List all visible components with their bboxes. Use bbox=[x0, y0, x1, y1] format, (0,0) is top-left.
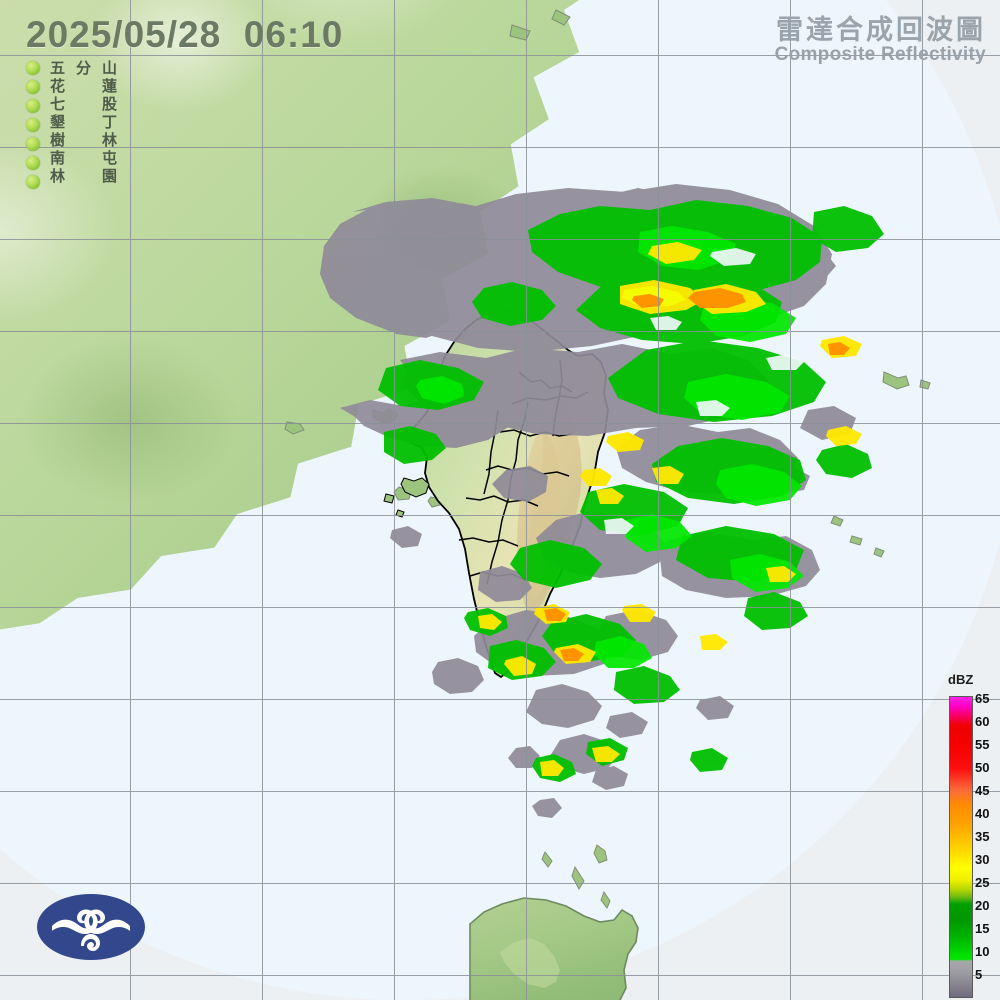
dbz-tick: 45 bbox=[975, 783, 990, 798]
timestamp-label: 2025/05/28 06:10 bbox=[26, 14, 344, 55]
station-char: 林 bbox=[102, 132, 118, 149]
title-chinese: 雷達合成回波圖 bbox=[776, 15, 986, 45]
dbz-colorbar-legend: dBZ 65 60 55 50 45 40 35 30 25 20 15 10 … bbox=[944, 672, 996, 998]
dbz-tick: 10 bbox=[975, 944, 990, 959]
station-char: 樹 bbox=[50, 132, 66, 149]
dbz-tick: 40 bbox=[975, 806, 990, 821]
station-char bbox=[76, 96, 102, 114]
station-name-column-3: 山 蓮 股 丁 林 屯 園 bbox=[102, 60, 128, 190]
station-char: 屯 bbox=[102, 150, 118, 167]
station-char: 花 bbox=[50, 78, 66, 95]
dbz-tick: 25 bbox=[975, 875, 990, 890]
station-char: 五 bbox=[50, 60, 66, 77]
station-marker-column bbox=[24, 60, 46, 190]
station-marker-icon bbox=[26, 80, 40, 94]
dbz-tick: 65 bbox=[975, 691, 990, 706]
station-marker-icon bbox=[26, 175, 40, 189]
station-marker-icon bbox=[26, 156, 40, 170]
dbz-tick: 5 bbox=[975, 967, 983, 982]
station-name-column-1: 五 花 七 墾 樹 南 林 bbox=[50, 60, 76, 190]
station-marker-icon bbox=[26, 99, 40, 113]
dbz-tick: 60 bbox=[975, 714, 990, 729]
cwb-logo bbox=[37, 894, 145, 960]
station-char: 丁 bbox=[102, 114, 118, 131]
station-char: 墾 bbox=[50, 114, 66, 131]
station-char: 七 bbox=[50, 96, 66, 113]
station-marker-icon bbox=[26, 61, 40, 75]
dbz-tick: 30 bbox=[975, 852, 990, 867]
radar-station-legend: 五 花 七 墾 樹 南 林 分 山 蓮 股 丁 林 屯 園 bbox=[24, 60, 128, 190]
dbz-tick: 15 bbox=[975, 921, 990, 936]
station-char: 蓮 bbox=[102, 78, 118, 95]
title-english: Composite Reflectivity bbox=[774, 44, 986, 66]
dbz-tick: 50 bbox=[975, 760, 990, 775]
station-char: 南 bbox=[50, 150, 66, 167]
station-char bbox=[76, 132, 102, 150]
station-name-column-2: 分 bbox=[76, 60, 102, 190]
station-char: 分 bbox=[76, 60, 92, 77]
logo-wind-symbol bbox=[52, 909, 130, 951]
station-char: 園 bbox=[102, 168, 118, 185]
dbz-tick: 35 bbox=[975, 829, 990, 844]
station-char bbox=[76, 168, 102, 186]
station-char bbox=[76, 78, 102, 96]
station-char bbox=[76, 150, 102, 168]
station-char: 山 bbox=[102, 60, 118, 77]
dbz-unit-label: dBZ bbox=[948, 672, 974, 687]
station-marker-icon bbox=[26, 118, 40, 132]
station-marker-icon bbox=[26, 137, 40, 151]
dbz-tick: 55 bbox=[975, 737, 990, 752]
title-block: 雷達合成回波圖 Composite Reflectivity bbox=[775, 16, 986, 66]
dbz-color-gradient bbox=[949, 696, 973, 998]
station-char bbox=[76, 114, 102, 132]
dbz-tick: 20 bbox=[975, 898, 990, 913]
station-char: 股 bbox=[102, 96, 118, 113]
station-char: 林 bbox=[50, 168, 66, 185]
